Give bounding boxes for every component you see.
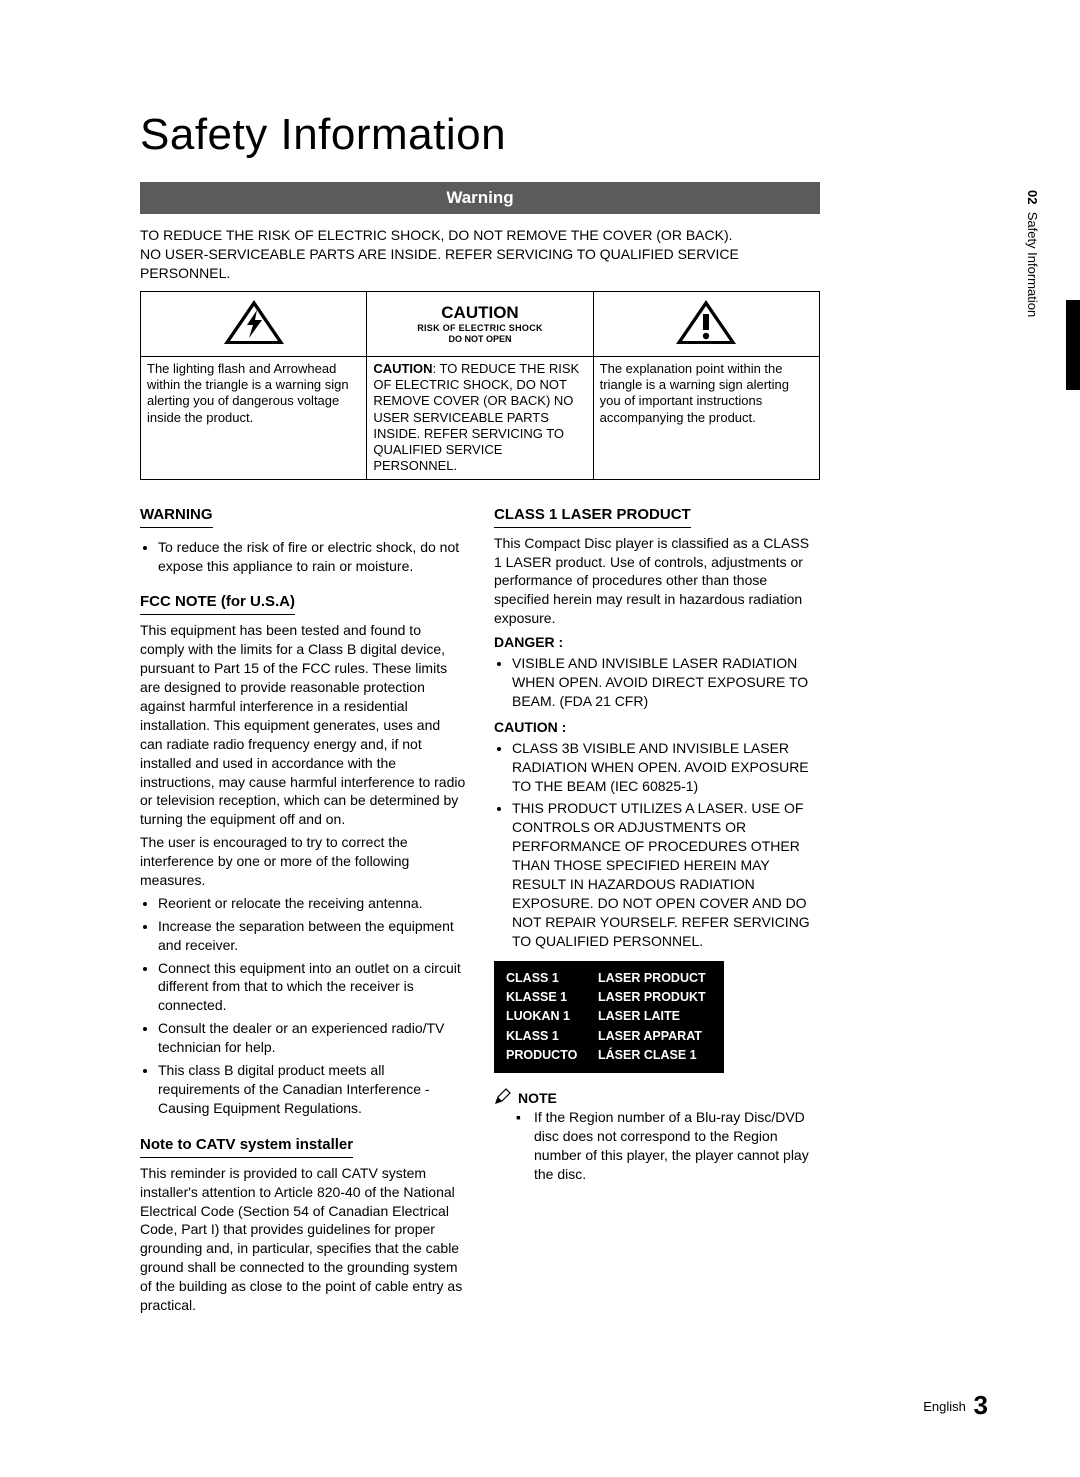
page-footer: English 3 (923, 1390, 988, 1421)
laser-classification-box: CLASS 1LASER PRODUCT KLASSE 1LASER PRODU… (494, 961, 724, 1074)
laser-cell: LASER APPARAT (598, 1027, 702, 1046)
class1-heading: CLASS 1 LASER PRODUCT (494, 506, 691, 528)
warning-bullet: To reduce the risk of fire or electric s… (158, 538, 466, 576)
laser-cell: CLASS 1 (506, 969, 598, 988)
note-body: If the Region number of a Blu-ray Disc/D… (534, 1109, 809, 1182)
catv-paragraph: This reminder is provided to call CATV s… (140, 1164, 466, 1315)
caution-left-desc: The lighting flash and Arrowhead within … (141, 356, 367, 479)
note-bullet-icon: ▪ (516, 1108, 534, 1127)
intro-line1: TO REDUCE THE RISK OF ELECTRIC SHOCK, DO… (140, 227, 733, 243)
fcc-bullet: Increase the separation between the equi… (158, 917, 466, 955)
laser-cell: LASER PRODUKT (598, 988, 706, 1007)
caution-sub2: DO NOT OPEN (373, 334, 586, 345)
caution-label: CAUTION : (494, 719, 820, 735)
footer-language: English (923, 1399, 966, 1414)
intro-line2: NO USER-SERVICEABLE PARTS ARE INSIDE. RE… (140, 246, 739, 281)
page-title: Safety Information (140, 110, 992, 160)
fcc-bullet: Consult the dealer or an experienced rad… (158, 1019, 466, 1057)
caution-bullet: CLASS 3B VISIBLE AND INVISIBLE LASER RAD… (512, 739, 820, 796)
note-text: ▪If the Region number of a Blu-ray Disc/… (534, 1108, 820, 1184)
exclamation-triangle-icon (674, 298, 738, 350)
caution-center-rest: : TO REDUCE THE RISK OF ELECTRIC SHOCK, … (373, 361, 579, 474)
chapter-label: Safety Information (1025, 212, 1040, 318)
laser-cell: LASER LAITE (598, 1007, 680, 1026)
side-chapter-tab: 02 Safety Information (1024, 190, 1040, 317)
lightning-triangle-icon (222, 298, 286, 350)
catv-heading: Note to CATV system installer (140, 1136, 353, 1158)
note-label: NOTE (518, 1090, 557, 1106)
footer-page-number: 3 (974, 1390, 988, 1420)
caution-sub1: RISK OF ELECTRIC SHOCK (373, 323, 586, 334)
note-pen-icon (494, 1087, 512, 1108)
laser-cell: PRODUCTO (506, 1046, 598, 1065)
fcc-bullet: This class B digital product meets all r… (158, 1061, 466, 1118)
laser-cell: LUOKAN 1 (506, 1007, 598, 1026)
fcc-paragraph-2: The user is encouraged to try to correct… (140, 833, 466, 890)
warning-heading: WARNING (140, 506, 213, 528)
danger-bullet: VISIBLE AND INVISIBLE LASER RADIATION WH… (512, 654, 820, 711)
laser-cell: KLASS 1 (506, 1027, 598, 1046)
caution-right-desc: The explanation point within the triangl… (593, 356, 819, 479)
caution-table: CAUTION RISK OF ELECTRIC SHOCK DO NOT OP… (140, 291, 820, 480)
laser-cell: KLASSE 1 (506, 988, 598, 1007)
warning-banner: Warning (140, 182, 820, 214)
intro-text: TO REDUCE THE RISK OF ELECTRIC SHOCK, DO… (140, 226, 820, 283)
laser-cell: LASER PRODUCT (598, 969, 706, 988)
chapter-number: 02 (1025, 190, 1040, 204)
fcc-bullet: Connect this equipment into an outlet on… (158, 959, 466, 1016)
fcc-bullet: Reorient or relocate the receiving anten… (158, 894, 466, 913)
class1-paragraph: This Compact Disc player is classified a… (494, 534, 820, 628)
danger-label: DANGER : (494, 634, 820, 650)
caution-center-bold: CAUTION (373, 361, 432, 376)
fcc-heading: FCC NOTE (for U.S.A) (140, 593, 295, 615)
left-column: WARNING To reduce the risk of fire or el… (140, 496, 466, 1315)
caution-heading: CAUTION (373, 302, 586, 323)
caution-bullet: THIS PRODUCT UTILIZES A LASER. USE OF CO… (512, 799, 820, 950)
side-tab-marker (1066, 300, 1080, 390)
laser-cell: LÁSER CLASE 1 (598, 1046, 697, 1065)
fcc-paragraph-1: This equipment has been tested and found… (140, 621, 466, 829)
right-column: CLASS 1 LASER PRODUCT This Compact Disc … (494, 496, 820, 1315)
caution-center-desc: CAUTION: TO REDUCE THE RISK OF ELECTRIC … (367, 356, 593, 479)
